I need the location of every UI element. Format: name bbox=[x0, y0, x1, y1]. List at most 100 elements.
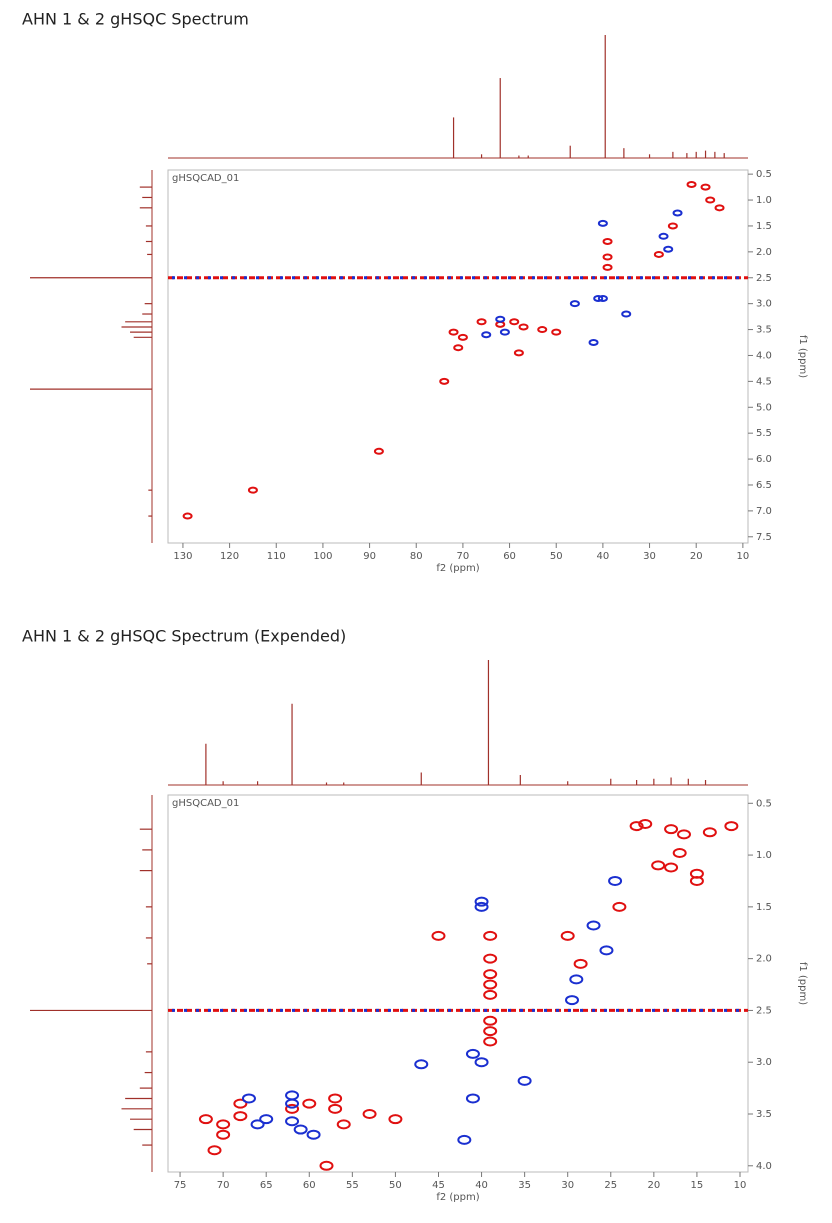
y-tick-label: 0.5 bbox=[756, 798, 772, 809]
cross-peak bbox=[483, 953, 498, 964]
x-tick-label: 80 bbox=[410, 551, 423, 562]
x-tick-label: 40 bbox=[475, 1180, 488, 1191]
x-tick-label: 30 bbox=[561, 1180, 574, 1191]
y-tick-label: 2.5 bbox=[756, 273, 772, 284]
y-tick-label: 4.5 bbox=[756, 376, 772, 387]
y-tick-label: 0.5 bbox=[756, 169, 772, 180]
cross-peak bbox=[328, 1093, 343, 1104]
x-tick-label: 45 bbox=[432, 1180, 445, 1191]
cross-peak bbox=[414, 1059, 429, 1070]
cross-peak bbox=[651, 860, 666, 871]
cross-peak bbox=[565, 995, 580, 1006]
cross-peak bbox=[509, 318, 520, 326]
cross-peak bbox=[495, 315, 506, 323]
x-tick-label: 90 bbox=[363, 551, 376, 562]
cross-peak bbox=[664, 824, 679, 835]
cross-peak bbox=[285, 1103, 300, 1114]
cross-peak bbox=[612, 901, 627, 912]
cross-peak bbox=[247, 486, 258, 494]
cross-peak bbox=[588, 339, 599, 347]
cross-peak bbox=[250, 1119, 265, 1130]
y-tick-label: 6.0 bbox=[756, 454, 772, 465]
cross-peak bbox=[483, 1026, 498, 1037]
cross-peak bbox=[483, 930, 498, 941]
cross-peak bbox=[457, 333, 468, 341]
plot-frame bbox=[167, 794, 749, 1173]
cross-peak bbox=[198, 1114, 213, 1125]
cross-peak bbox=[676, 829, 691, 840]
cross-peak bbox=[517, 1075, 532, 1086]
x-tick-label: 100 bbox=[313, 551, 332, 562]
x-tick-label: 20 bbox=[690, 551, 703, 562]
y-tick-label: 5.0 bbox=[756, 402, 772, 413]
cross-peak bbox=[586, 920, 601, 931]
y-tick-label: 4.0 bbox=[756, 350, 772, 361]
y-tick-label: 2.5 bbox=[756, 1005, 772, 1016]
x-tick-label: 50 bbox=[389, 1180, 402, 1191]
cross-peak bbox=[476, 318, 487, 326]
cross-peak bbox=[336, 1119, 351, 1130]
cross-peak bbox=[431, 930, 446, 941]
cross-peak bbox=[207, 1145, 222, 1156]
cross-peak bbox=[724, 821, 739, 832]
x-tick-label: 20 bbox=[647, 1180, 660, 1191]
cross-peak bbox=[700, 183, 711, 191]
cross-peak bbox=[474, 1057, 489, 1068]
cross-peak bbox=[608, 875, 623, 886]
cross-peak bbox=[597, 219, 608, 227]
x-tick-label: 25 bbox=[604, 1180, 617, 1191]
cross-peak bbox=[233, 1098, 248, 1109]
y-tick-label: 7.0 bbox=[756, 506, 772, 517]
cross-peak bbox=[621, 310, 632, 318]
cross-peak bbox=[474, 896, 489, 907]
chart-title: AHN 1 & 2 gHSQC Spectrum (Expended) bbox=[22, 627, 346, 646]
cross-peak bbox=[483, 989, 498, 1000]
y-axis-label: f1 (ppm) bbox=[797, 962, 808, 1005]
cross-peak bbox=[569, 300, 580, 308]
cross-peak bbox=[328, 1103, 343, 1114]
cross-peak bbox=[599, 945, 614, 956]
chart-title: AHN 1 & 2 gHSQC Spectrum bbox=[22, 10, 249, 29]
cross-peak bbox=[658, 232, 669, 240]
x-tick-label: 55 bbox=[346, 1180, 359, 1191]
x-tick-label: 10 bbox=[737, 551, 750, 562]
cross-peak bbox=[465, 1093, 480, 1104]
cross-peak bbox=[481, 331, 492, 339]
cross-peak bbox=[518, 323, 529, 331]
y-axis-label: f1 (ppm) bbox=[797, 335, 808, 378]
cross-peak bbox=[653, 250, 664, 258]
cross-peak bbox=[182, 512, 193, 520]
cross-peak bbox=[638, 819, 653, 829]
cross-peak bbox=[259, 1114, 274, 1125]
cross-peak bbox=[664, 862, 679, 873]
y-tick-label: 2.0 bbox=[756, 247, 772, 258]
plot-label: gHSQCAD_01 bbox=[172, 798, 239, 809]
cross-peak bbox=[465, 1048, 480, 1059]
cross-peak bbox=[319, 1160, 334, 1171]
x-tick-label: 35 bbox=[518, 1180, 531, 1191]
cross-peak bbox=[233, 1111, 248, 1122]
x-axis-label: f2 (ppm) bbox=[436, 1192, 479, 1203]
y-tick-label: 3.5 bbox=[756, 1109, 772, 1120]
cross-peak bbox=[483, 1015, 498, 1026]
y-tick-label: 6.5 bbox=[756, 480, 772, 491]
cross-peak bbox=[285, 1098, 300, 1109]
cross-peak bbox=[672, 848, 687, 858]
cross-peak bbox=[602, 263, 613, 271]
y-tick-label: 4.0 bbox=[756, 1161, 772, 1172]
cross-peak bbox=[453, 344, 464, 352]
cross-peak bbox=[362, 1109, 377, 1119]
cross-peak bbox=[686, 181, 697, 189]
x-tick-label: 65 bbox=[260, 1180, 273, 1191]
x-tick-label: 70 bbox=[217, 1180, 230, 1191]
cross-peak bbox=[306, 1129, 321, 1140]
cross-peak bbox=[702, 827, 717, 838]
y-tick-label: 2.0 bbox=[756, 954, 772, 965]
x-tick-label: 70 bbox=[457, 551, 470, 562]
cross-peak bbox=[513, 349, 524, 357]
x-tick-label: 110 bbox=[267, 551, 286, 562]
cross-peak bbox=[705, 196, 716, 204]
cross-peak bbox=[216, 1129, 231, 1140]
cross-peak bbox=[483, 1036, 498, 1047]
